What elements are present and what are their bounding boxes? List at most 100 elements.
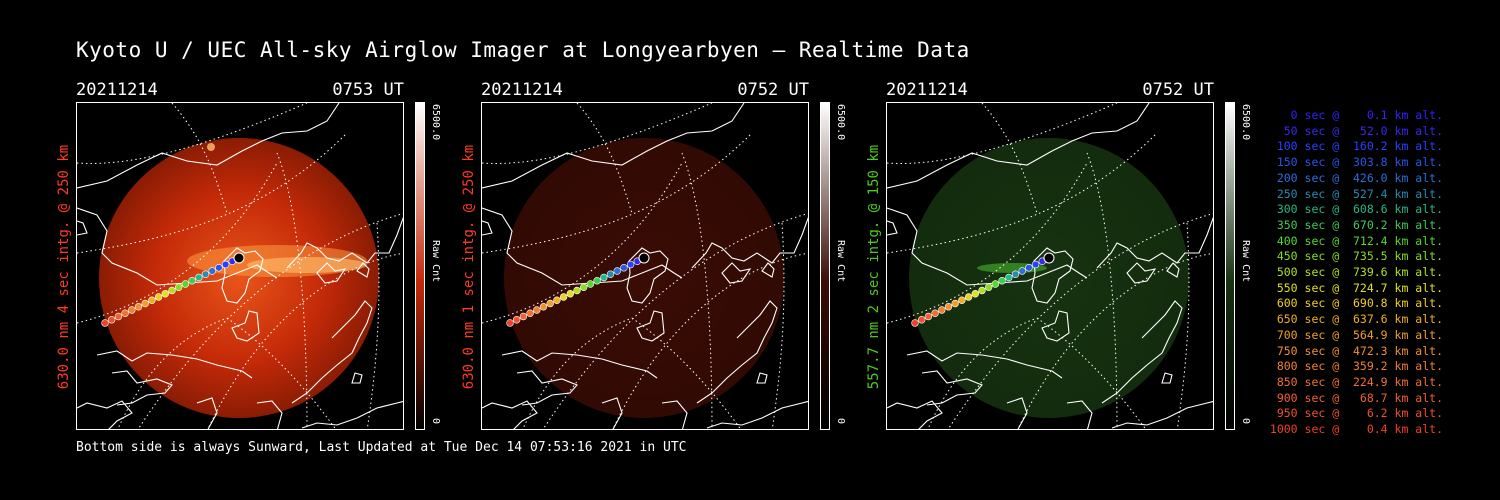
allsky-image[interactable] — [886, 102, 1214, 430]
legend-entry: 0 sec @ 0.1 km alt. — [1269, 108, 1443, 122]
coastline — [196, 397, 218, 429]
legend-entry: 800 sec @ 359.2 km alt. — [1269, 359, 1443, 374]
legend-entry: 250 sec @ 527.4 km alt. — [1269, 186, 1443, 201]
grid-line — [1036, 317, 1147, 429]
grid-line — [77, 103, 308, 164]
trajectory-point — [154, 293, 163, 301]
colorbar-unit: Raw Cnt — [1240, 240, 1251, 283]
trajectory-point — [195, 273, 203, 282]
trajectory-point — [121, 309, 129, 317]
coastline — [482, 400, 538, 429]
trajectory-point — [911, 319, 919, 327]
coastline — [706, 400, 808, 429]
trajectory-point — [108, 316, 116, 324]
panel-time: 0752 UT — [737, 80, 809, 100]
trajectory-start — [638, 252, 650, 264]
trajectory-point — [586, 280, 595, 288]
trajectory-point — [958, 296, 966, 304]
trajectory-point — [1025, 264, 1033, 272]
coastline — [626, 247, 669, 304]
trajectory-point — [606, 270, 615, 278]
trajectory-point — [951, 299, 959, 308]
legend-entry: 900 sec @ 68.7 km alt. — [1269, 390, 1443, 405]
legend-entry: 950 sec @ 6.2 km alt. — [1269, 406, 1443, 421]
image-panel-2: 20211214 0752 UT — [481, 80, 841, 432]
legend-entry: 300 sec @ 608.6 km alt. — [1269, 202, 1443, 217]
grid-line — [171, 103, 228, 214]
colorbar-unit: Raw Cnt — [430, 240, 441, 283]
trajectory-point — [101, 319, 109, 327]
allsky-image[interactable] — [481, 102, 809, 430]
trajectory-point — [559, 293, 568, 301]
trajectory-point — [600, 273, 608, 282]
coastline — [482, 103, 745, 189]
coastline — [231, 310, 260, 342]
trajectory-point — [553, 296, 561, 304]
coastline — [221, 247, 264, 304]
trajectory-point — [148, 296, 156, 304]
colorbar-unit: Raw Cnt — [835, 240, 846, 283]
trajectory-point — [593, 277, 601, 285]
coastline — [1041, 310, 1070, 342]
allsky-map — [482, 103, 808, 429]
coastline — [696, 300, 778, 404]
coastline — [77, 207, 278, 286]
coastline — [77, 400, 133, 429]
grid-line — [681, 152, 713, 429]
grid-line — [947, 213, 1213, 429]
coastline — [636, 310, 665, 342]
legend-entry: 600 sec @ 690.8 km alt. — [1269, 296, 1443, 311]
coastline — [887, 103, 1150, 189]
colorbar — [820, 102, 830, 430]
trajectory-point — [944, 303, 953, 311]
trajectory-point — [201, 270, 210, 278]
grid-line — [1086, 152, 1118, 429]
coastline — [887, 207, 1088, 286]
grid-line — [542, 213, 808, 429]
trajectory-point — [526, 309, 534, 317]
panel-ylabel: 557.7 nm 2 sec intg. @ 150 km — [866, 144, 882, 390]
page-title: Kyoto U / UEC All-sky Airglow Imager at … — [76, 38, 970, 62]
trajectory-start — [233, 252, 245, 264]
grid-line — [771, 222, 785, 429]
colorbar — [1225, 102, 1235, 430]
trajectory-point — [533, 306, 541, 314]
coastline — [301, 400, 403, 429]
coastline — [351, 372, 363, 384]
legend-entry: 500 sec @ 739.6 km alt. — [1269, 265, 1443, 280]
trajectory-point — [181, 280, 190, 288]
coastline — [77, 220, 88, 236]
coastline — [756, 372, 768, 384]
trajectory-point — [513, 316, 521, 324]
grid-line — [482, 162, 683, 324]
legend-entry: 400 sec @ 712.4 km alt. — [1269, 233, 1443, 248]
trajectory-point — [991, 280, 1000, 288]
bright-spot — [207, 143, 215, 151]
sky-disc — [909, 138, 1189, 418]
grid-line — [887, 103, 1118, 164]
coastline — [1111, 400, 1213, 429]
allsky-image[interactable] — [76, 102, 404, 430]
colorbar-max: 6500.0 — [1240, 104, 1251, 141]
coastline — [356, 262, 370, 278]
coastline — [286, 216, 403, 269]
trajectory-point — [964, 293, 973, 301]
colorbar-min: 0 — [430, 418, 441, 425]
trajectory-point — [114, 312, 123, 321]
legend-entry: 750 sec @ 472.3 km alt. — [1269, 343, 1443, 358]
trajectory-point — [1018, 267, 1026, 275]
colorbar-max: 6500.0 — [430, 104, 441, 141]
trajectory-point — [931, 309, 939, 317]
trajectory-point — [938, 306, 946, 314]
grid-line — [631, 317, 742, 429]
panel-ylabel: 630.0 nm 4 sec intg. @ 250 km — [56, 144, 72, 390]
trajectory-point — [539, 303, 548, 311]
trajectory-point — [141, 299, 149, 308]
trajectory-legend: 0 sec @ 0.1 km alt. 50 sec @ 52.0 km alt… — [1270, 108, 1443, 438]
coastline — [906, 350, 1063, 379]
coastline — [921, 370, 983, 406]
legend-entry: 350 sec @ 670.2 km alt. — [1269, 217, 1443, 232]
legend-entry: 550 sec @ 724.7 km alt. — [1269, 280, 1443, 295]
grid-line — [887, 162, 1088, 324]
grid-line — [137, 213, 403, 429]
